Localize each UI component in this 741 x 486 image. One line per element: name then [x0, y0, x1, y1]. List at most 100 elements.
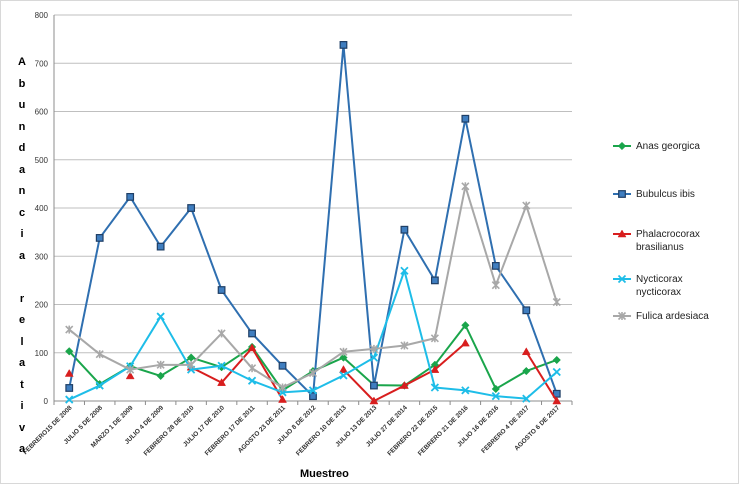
- data-point-phalacrocorax-brasilianus: [125, 371, 135, 380]
- y-axis-label-letter: a: [18, 163, 26, 176]
- data-point-fulica-ardesiaca: [491, 281, 500, 290]
- legend-label-line: Phalacrocorax: [636, 229, 700, 240]
- legend-marker: [617, 274, 627, 284]
- data-point-nycticorax-nycticorax: [156, 312, 165, 321]
- legend-label-line: nycticorax: [636, 287, 682, 298]
- data-point-fulica-ardesiaca: [65, 325, 74, 334]
- data-point-fulica-ardesiaca: [369, 344, 379, 353]
- data-point-nycticorax-nycticorax: [461, 386, 470, 395]
- y-tick-label: 200: [35, 301, 49, 310]
- x-axis-label: Muestreo: [300, 468, 349, 480]
- data-point-anas-georgica: [491, 384, 500, 394]
- series-line-nycticorax-nycticorax: [68, 269, 558, 401]
- y-tick-label: 300: [35, 252, 49, 261]
- legend-label: Anas georgica: [636, 140, 700, 153]
- data-point-fulica-ardesiaca: [156, 360, 165, 369]
- data-point-anas-georgica: [339, 353, 348, 362]
- data-point-fulica-ardesiaca: [522, 201, 531, 210]
- data-point-bubulcus-ibis: [461, 114, 470, 123]
- legend-marker: [617, 229, 627, 238]
- y-axis-label-letter: l: [20, 335, 24, 348]
- series-line-phalacrocorax-brasilianus: [342, 342, 467, 402]
- legend-swatch: [613, 229, 631, 238]
- data-point-fulica-ardesiaca: [217, 329, 226, 338]
- data-point-bubulcus-ibis: [187, 204, 196, 212]
- legend-item: Nycticorax nycticorax: [612, 273, 683, 299]
- y-axis-label-letter: r: [19, 292, 25, 305]
- y-tick-label: 500: [35, 156, 49, 165]
- y-tick-label: 600: [35, 108, 49, 117]
- data-point-nycticorax-nycticorax: [369, 353, 379, 362]
- data-point-anas-georgica: [461, 321, 470, 330]
- data-point-nycticorax-nycticorax: [339, 371, 348, 380]
- y-axis-label-letter: i: [20, 228, 24, 240]
- data-point-anas-georgica: [522, 366, 531, 376]
- data-point-bubulcus-ibis: [248, 329, 256, 338]
- y-axis-label-letter: a: [18, 357, 26, 369]
- y-axis-label-letter: t: [20, 378, 24, 391]
- legend-label: Bubulcus ibis: [636, 188, 695, 201]
- data-point-fulica-ardesiaca: [278, 383, 287, 392]
- data-point-bubulcus-ibis: [156, 242, 165, 251]
- data-point-bubulcus-ibis: [491, 262, 500, 270]
- data-point-bubulcus-ibis: [309, 392, 317, 401]
- y-tick-label: 400: [35, 204, 49, 213]
- y-axis-label-letter: i: [20, 400, 24, 412]
- legend-item: Bubulcus ibis: [612, 188, 695, 201]
- data-point-bubulcus-ibis: [400, 225, 409, 234]
- y-axis-label-letter: u: [18, 99, 26, 111]
- data-point-anas-georgica: [552, 355, 561, 365]
- legend-item: Fulica ardesiaca: [612, 310, 709, 323]
- legend-label-line: brasilianus: [636, 242, 684, 253]
- legend-marker: [617, 141, 627, 151]
- data-point-fulica-ardesiaca: [552, 298, 561, 307]
- legend-label-line: Anas georgica: [636, 141, 700, 152]
- data-point-anas-georgica: [65, 347, 74, 356]
- data-point-phalacrocorax-brasilianus: [278, 395, 287, 403]
- data-point-bubulcus-ibis: [65, 384, 74, 392]
- data-point-fulica-ardesiaca: [461, 182, 470, 191]
- legend-label: Fulica ardesiaca: [636, 310, 709, 323]
- data-point-nycticorax-nycticorax: [308, 386, 318, 395]
- data-point-bubulcus-ibis: [522, 306, 531, 315]
- data-point-nycticorax-nycticorax: [491, 392, 500, 401]
- y-axis-label-letter: d: [18, 142, 26, 154]
- data-point-fulica-ardesiaca: [430, 334, 439, 343]
- data-point-phalacrocorax-brasilianus: [217, 378, 227, 386]
- legend-swatch: [613, 274, 631, 284]
- y-axis-label-letter: a: [18, 443, 26, 455]
- series-line-phalacrocorax-brasilianus: [190, 346, 284, 401]
- data-point-phalacrocorax-brasilianus: [369, 396, 379, 405]
- y-tick-label: 0: [44, 397, 49, 406]
- series-line-anas-georgica: [68, 324, 558, 392]
- data-point-phalacrocorax-brasilianus: [430, 365, 440, 373]
- data-point-fulica-ardesiaca: [400, 341, 409, 350]
- series-line-bubulcus-ibis: [68, 43, 558, 398]
- legend-label-line: Nycticorax: [636, 274, 683, 285]
- y-axis-label-letter: c: [18, 206, 26, 219]
- data-point-fulica-ardesiaca: [126, 365, 135, 374]
- data-point-phalacrocorax-brasilianus: [339, 365, 348, 373]
- data-point-phalacrocorax-brasilianus: [552, 396, 562, 405]
- y-axis-label-letter: [20, 267, 23, 289]
- data-point-fulica-ardesiaca: [187, 360, 196, 369]
- legend-item: Anas georgica: [612, 140, 700, 153]
- data-point-nycticorax-nycticorax: [522, 394, 531, 403]
- y-axis-label-letter: A: [18, 56, 26, 68]
- y-tick-label: 100: [35, 349, 49, 358]
- data-point-fulica-ardesiaca: [95, 350, 104, 359]
- x-tick-label: FEBRERO 21 DE 2016: [417, 404, 470, 457]
- legend-marker: [617, 311, 627, 321]
- legend-swatch: [613, 190, 631, 198]
- data-point-bubulcus-ibis: [430, 276, 439, 285]
- y-tick-label: 800: [35, 11, 49, 20]
- legend-swatch: [613, 311, 631, 321]
- data-point-nycticorax-nycticorax: [65, 395, 74, 404]
- data-point-bubulcus-ibis: [370, 381, 378, 390]
- data-point-phalacrocorax-brasilianus: [399, 381, 409, 389]
- data-point-nycticorax-nycticorax: [430, 383, 440, 392]
- data-point-nycticorax-nycticorax: [247, 376, 257, 385]
- legend-swatch: [613, 141, 631, 151]
- data-point-nycticorax-nycticorax: [552, 367, 561, 377]
- series-line-phalacrocorax-brasilianus: [525, 351, 558, 402]
